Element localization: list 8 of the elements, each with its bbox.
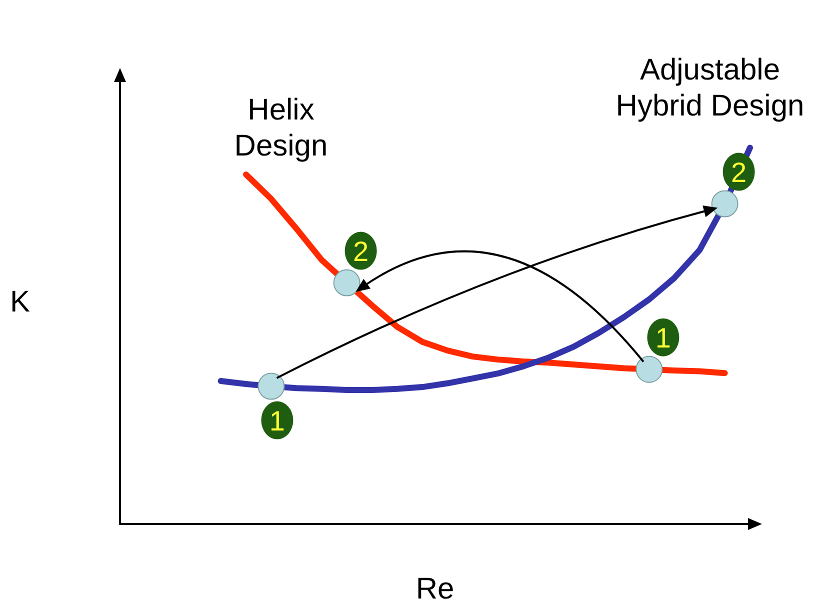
annotation: 1	[269, 405, 285, 436]
x-axis-title: Re	[416, 572, 454, 606]
annotation: 2	[731, 156, 747, 188]
annotation: 1	[655, 322, 671, 354]
annotation: 2	[353, 236, 369, 267]
y-axis-title: K	[10, 286, 30, 318]
series-label: Adjustable Hybrid Design	[616, 54, 804, 123]
series-label: Helix Design	[234, 93, 328, 162]
